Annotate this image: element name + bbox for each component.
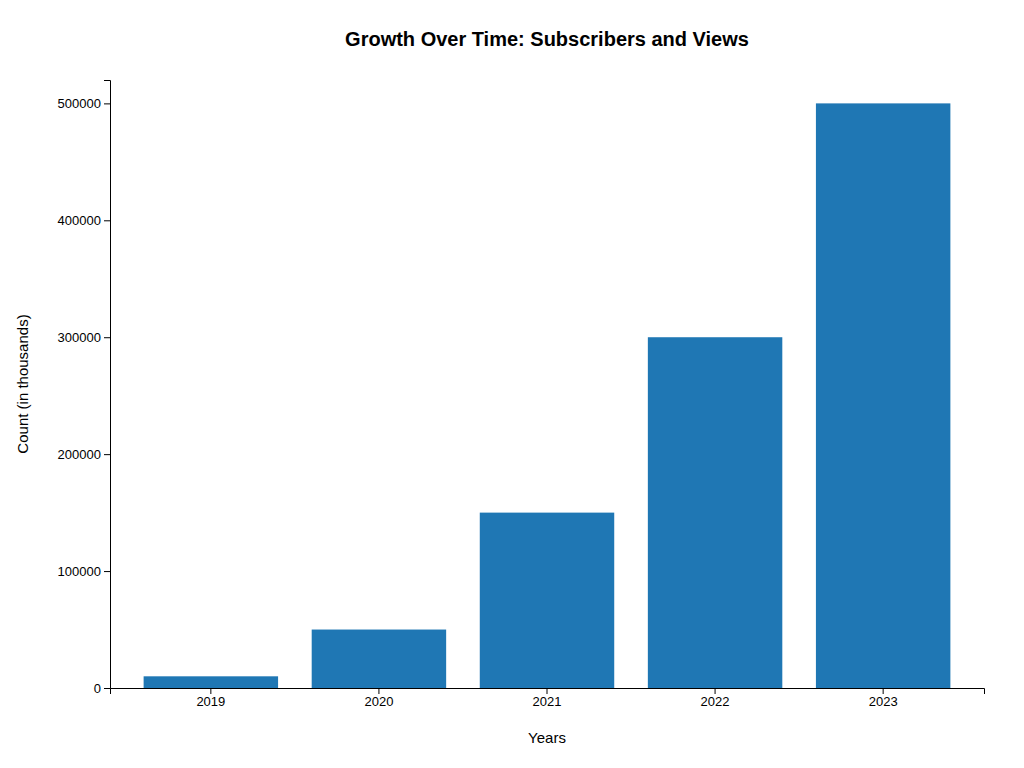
x-axis-line — [111, 689, 985, 695]
bar — [144, 676, 278, 688]
y-tick-label: 0 — [94, 681, 101, 696]
y-tick-mark — [104, 220, 110, 221]
chart-svg: 2019 2020 2021 2022 2023 0 100000 200000 300000 4… — [0, 0, 1024, 768]
y-tick-mark — [104, 688, 110, 689]
y-tick-label: 400000 — [58, 213, 101, 228]
y-tick: 100000 — [58, 564, 110, 579]
y-tick-label: 200000 — [58, 447, 101, 462]
x-tick-label: 2021 — [533, 694, 562, 709]
y-tick-mark — [104, 337, 110, 338]
y-axis: 0 100000 200000 300000 400000 500000 — [58, 81, 111, 696]
x-tick-mark — [210, 688, 211, 694]
bar — [816, 103, 950, 688]
x-tick: 2019 — [196, 688, 225, 709]
y-axis-line — [104, 81, 111, 689]
y-tick: 200000 — [58, 447, 110, 462]
y-tick-label: 100000 — [58, 564, 101, 579]
bar — [312, 630, 446, 688]
y-tick: 0 — [94, 681, 110, 696]
x-tick-label: 2020 — [364, 694, 393, 709]
x-tick-label: 2022 — [701, 694, 730, 709]
bar — [480, 513, 614, 688]
bar — [648, 337, 782, 688]
x-axis: 2019 2020 2021 2022 2023 — [111, 688, 985, 709]
y-tick: 500000 — [58, 96, 110, 111]
chart-container: 2019 2020 2021 2022 2023 0 100000 200000 300000 4… — [0, 0, 1024, 768]
y-axis-title: Count (in thousands) — [14, 314, 31, 453]
y-tick-mark — [104, 571, 110, 572]
chart-title: Growth Over Time: Subscribers and Views — [345, 28, 749, 50]
y-tick-label: 300000 — [58, 330, 101, 345]
x-tick-mark — [378, 688, 379, 694]
y-tick: 400000 — [58, 213, 110, 228]
x-tick: 2023 — [869, 688, 898, 709]
y-tick-mark — [104, 454, 110, 455]
y-tick-mark — [104, 103, 110, 104]
x-tick-label: 2019 — [196, 694, 225, 709]
bars — [144, 103, 951, 688]
x-tick-mark — [715, 688, 716, 694]
x-tick-mark — [883, 688, 884, 694]
x-axis-title: Years — [528, 729, 566, 746]
plot-area: 2019 2020 2021 2022 2023 0 100000 200000 300000 4… — [58, 81, 985, 710]
y-tick: 300000 — [58, 330, 110, 345]
x-tick-mark — [547, 688, 548, 694]
x-tick: 2022 — [701, 688, 730, 709]
x-tick-label: 2023 — [869, 694, 898, 709]
x-tick: 2020 — [364, 688, 393, 709]
y-tick-label: 500000 — [58, 96, 101, 111]
x-tick: 2021 — [533, 688, 562, 709]
